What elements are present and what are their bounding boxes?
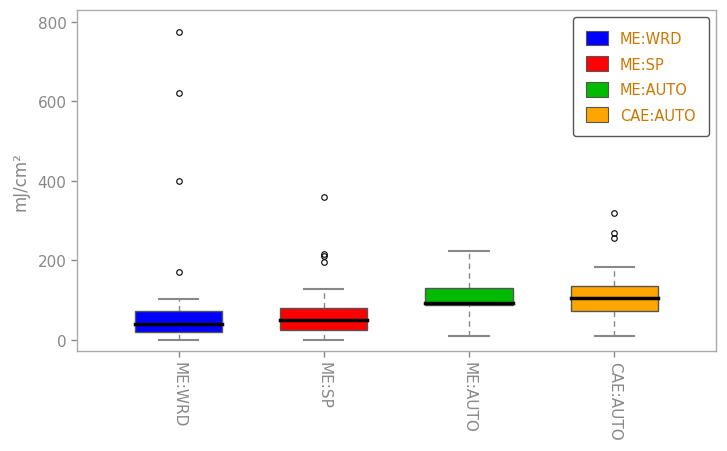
Bar	[135, 311, 222, 332]
Bar	[571, 286, 658, 311]
Y-axis label: mJ/cm²: mJ/cm²	[11, 152, 29, 211]
Bar	[280, 308, 367, 330]
Legend: ME:WRD, ME:SP, ME:AUTO, CAE:AUTO: ME:WRD, ME:SP, ME:AUTO, CAE:AUTO	[573, 18, 709, 137]
Bar	[425, 288, 513, 305]
